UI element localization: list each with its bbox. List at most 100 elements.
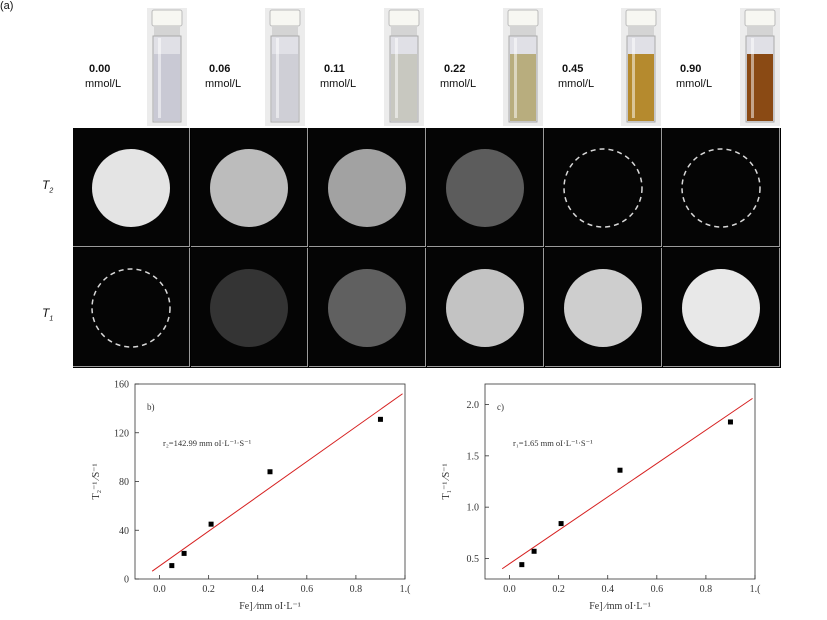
concentration-label: 0.45 mmol/L bbox=[558, 62, 618, 92]
x-tick-label: 1.( bbox=[400, 584, 412, 595]
data-point bbox=[377, 416, 383, 422]
phantom-signal bbox=[328, 269, 406, 347]
x-tick-label: 0.0 bbox=[503, 584, 516, 595]
y-tick-label: 2.0 bbox=[467, 400, 480, 411]
concentration-label: 0.06 mmol/L bbox=[205, 62, 265, 92]
x-tick-label: 0.2 bbox=[202, 584, 215, 595]
concentration-unit: mmol/L bbox=[558, 78, 595, 90]
concentration-value: 0.90 bbox=[680, 63, 702, 75]
sample-vial-photo bbox=[621, 8, 661, 126]
vial-liquid bbox=[154, 54, 180, 121]
phantom-outline bbox=[91, 268, 171, 348]
plot-frame bbox=[484, 383, 756, 580]
x-tick-label: 0.8 bbox=[700, 584, 713, 595]
y-tick-label: 1.0 bbox=[467, 503, 480, 514]
concentration-value: 0.06 bbox=[209, 63, 231, 75]
concentration-label: 0.11 mmol/L bbox=[320, 62, 380, 92]
x-tick-label: 0.4 bbox=[601, 584, 614, 595]
concentration-unit: mmol/L bbox=[676, 78, 713, 90]
phantom-signal bbox=[446, 269, 524, 347]
sample-vial-photo bbox=[384, 8, 424, 126]
data-point bbox=[531, 548, 537, 554]
t2-mri-cell bbox=[191, 128, 308, 247]
data-point bbox=[519, 562, 525, 568]
data-point bbox=[208, 521, 214, 527]
x-tick-label: 0.4 bbox=[251, 584, 264, 595]
vial-liquid bbox=[510, 54, 536, 121]
y-tick-label: 120 bbox=[114, 428, 129, 439]
t1-mri-cell bbox=[663, 248, 780, 367]
t2-mri-cell bbox=[73, 128, 190, 247]
t2-mri-cell bbox=[545, 128, 662, 247]
vial-cap bbox=[269, 9, 301, 27]
t1-mri-cell bbox=[309, 248, 426, 367]
sample-vial-photo bbox=[503, 8, 543, 126]
phantom-signal bbox=[564, 269, 642, 347]
x-tick-label: 0.0 bbox=[153, 584, 166, 595]
t1-row-label: T1 bbox=[42, 306, 54, 323]
t1-mri-cell bbox=[191, 248, 308, 367]
x-tick-label: 1.( bbox=[750, 584, 762, 595]
vial-cap bbox=[151, 9, 183, 27]
t2-mri-cell bbox=[427, 128, 544, 247]
y-axis-label: T₂⁻¹ ⁄S⁻¹ bbox=[91, 464, 102, 500]
vial-liquid bbox=[747, 54, 773, 121]
vial-cap bbox=[507, 9, 539, 27]
x-tick-label: 0.6 bbox=[301, 584, 314, 595]
chart-t2-relaxivity: 0.0 0.2 0.4 0.6 0.8 1.(0 40 80 120 160 b) r₂=142.99… bbox=[91, 380, 412, 613]
phantom-outline bbox=[681, 148, 761, 228]
chart-panel-label: c) bbox=[497, 402, 504, 412]
data-point bbox=[181, 550, 187, 556]
concentration-unit: mmol/L bbox=[85, 78, 122, 90]
t2-row-label: T2 bbox=[42, 178, 54, 195]
phantom-signal bbox=[210, 149, 288, 227]
x-axis-label: Fe] ⁄mm oI·L⁻¹ bbox=[589, 601, 651, 612]
phantom-signal bbox=[446, 149, 524, 227]
plot-frame bbox=[134, 383, 406, 580]
sample-vial-photo bbox=[147, 8, 187, 126]
y-tick-label: 160 bbox=[114, 380, 129, 391]
concentration-value: 0.22 bbox=[444, 63, 466, 75]
concentration-value: 0.00 bbox=[89, 63, 111, 75]
x-axis-label: Fe] ⁄mm oI·L⁻¹ bbox=[239, 601, 301, 612]
relaxivity-annotation: r₂=142.99 mm oI·L⁻¹·S⁻¹ bbox=[163, 438, 252, 448]
vial-liquid bbox=[272, 54, 298, 121]
t1-mri-cell bbox=[545, 248, 662, 367]
concentration-value: 0.11 bbox=[324, 63, 345, 75]
data-point bbox=[727, 419, 733, 425]
y-tick-label: 80 bbox=[119, 477, 129, 488]
data-point bbox=[617, 467, 623, 473]
y-tick-label: 0 bbox=[124, 575, 129, 586]
fit-line bbox=[501, 397, 753, 570]
x-tick-label: 0.6 bbox=[651, 584, 664, 595]
data-point bbox=[558, 521, 564, 527]
t1-mri-cell bbox=[73, 248, 190, 367]
vial-cap bbox=[625, 9, 657, 27]
phantom-signal bbox=[92, 149, 170, 227]
sample-vial-photo bbox=[265, 8, 305, 126]
y-tick-label: 1.5 bbox=[467, 451, 480, 462]
phantom-signal bbox=[682, 269, 760, 347]
x-tick-label: 0.2 bbox=[552, 584, 565, 595]
concentration-label: 0.90 mmol/L bbox=[676, 62, 736, 92]
concentration-unit: mmol/L bbox=[440, 78, 477, 90]
phantom-outline bbox=[563, 148, 643, 228]
concentration-label: 0.22 mmol/L bbox=[440, 62, 500, 92]
chart-panel-label: b) bbox=[147, 402, 155, 412]
panel-label-a: (a) bbox=[0, 0, 14, 12]
vial-liquid bbox=[391, 54, 417, 121]
t1-mri-cell bbox=[427, 248, 544, 367]
t2-mri-cell bbox=[663, 128, 780, 247]
vial-cap bbox=[388, 9, 420, 27]
relaxivity-annotation: r₁=1.65 mm oI·L⁻¹·S⁻¹ bbox=[513, 438, 593, 448]
y-tick-label: 40 bbox=[119, 526, 129, 537]
vial-cap bbox=[744, 9, 776, 27]
mri-image-grid bbox=[73, 128, 781, 368]
data-point bbox=[169, 563, 175, 569]
vial-liquid bbox=[628, 54, 654, 121]
sample-vial-photo bbox=[740, 8, 780, 126]
phantom-signal bbox=[210, 269, 288, 347]
concentration-unit: mmol/L bbox=[205, 78, 242, 90]
t2-mri-cell bbox=[309, 128, 426, 247]
chart-t1-relaxivity: 0.0 0.2 0.4 0.6 0.8 1.(0.5 1.0 1.5 2.0 c) r₁=1.65 … bbox=[441, 383, 762, 612]
